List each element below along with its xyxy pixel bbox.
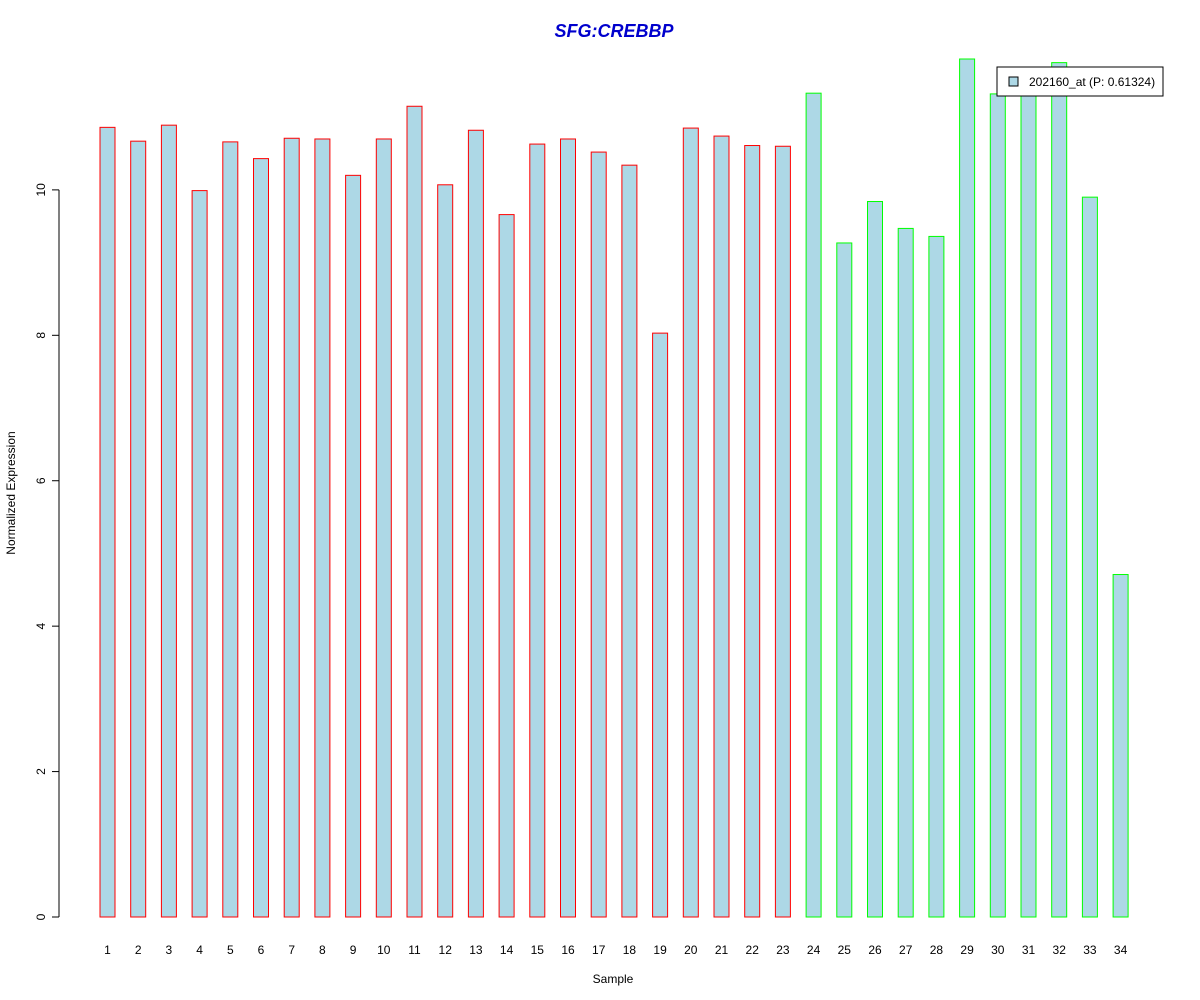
bar-5	[222, 141, 239, 918]
bar-34	[1112, 574, 1129, 918]
x-tick-label: 19	[653, 943, 667, 957]
y-tick-label: 0	[34, 913, 48, 920]
bar-33	[1081, 196, 1098, 918]
x-tick-label: 32	[1053, 943, 1067, 957]
bar-1	[99, 126, 116, 918]
x-tick-label: 2	[135, 943, 142, 957]
x-tick-label: 10	[377, 943, 391, 957]
x-tick-label: 5	[227, 943, 234, 957]
legend-swatch	[1008, 76, 1019, 87]
x-tick-label: 24	[807, 943, 821, 957]
bar-13	[467, 129, 484, 918]
y-tick-label: 8	[34, 332, 48, 339]
x-axis-title: Sample	[593, 972, 634, 986]
bar-23	[774, 145, 791, 918]
bar-22	[744, 145, 761, 918]
x-tick-label: 1	[104, 943, 111, 957]
bar-30	[989, 93, 1006, 918]
bar-3	[160, 124, 177, 918]
bar-26	[867, 201, 883, 918]
x-tick-label: 20	[684, 943, 698, 957]
legend-box	[996, 66, 1164, 97]
y-tick-label: 4	[34, 622, 48, 629]
bar-4	[191, 190, 208, 918]
bars	[99, 58, 1129, 918]
x-tick-label: 3	[166, 943, 173, 957]
bar-24	[805, 92, 822, 918]
x-tick-label: 25	[838, 943, 852, 957]
x-tick-label: 8	[319, 943, 326, 957]
bar-27	[897, 227, 914, 918]
bar-10	[375, 138, 392, 918]
x-tick-label: 33	[1083, 943, 1097, 957]
bar-11	[406, 105, 423, 918]
bar-12	[437, 184, 454, 918]
x-tick-label: 9	[350, 943, 357, 957]
bar-19	[652, 332, 669, 918]
x-tick-label: 34	[1114, 943, 1128, 957]
x-tick-label: 21	[715, 943, 729, 957]
x-tick-label: 6	[258, 943, 265, 957]
legend-label: 202160_at (P: 0.61324)	[1029, 75, 1155, 89]
bar-16	[560, 138, 576, 918]
y-tick-label: 2	[34, 768, 48, 775]
x-tick-label: 30	[991, 943, 1005, 957]
bar-14	[498, 214, 515, 918]
x-tick-label: 26	[868, 943, 882, 957]
bar-31	[1020, 93, 1037, 918]
x-tick-label: 23	[776, 943, 790, 957]
x-tick-label: 7	[288, 943, 295, 957]
x-tick-label: 18	[623, 943, 637, 957]
y-axis: 0 2 4 6 8 10	[34, 183, 60, 920]
bar-21	[713, 135, 730, 918]
chart-title: SFG:CREBBP	[554, 21, 674, 41]
bar-7	[283, 137, 300, 918]
x-tick-label: 12	[439, 943, 453, 957]
bar-8	[314, 138, 331, 918]
bar-6	[253, 158, 269, 918]
bar-18	[621, 164, 638, 918]
bar-20	[682, 127, 699, 918]
x-tick-label: 28	[930, 943, 944, 957]
x-tick-label: 4	[196, 943, 203, 957]
x-tick-label: 31	[1022, 943, 1036, 957]
x-tick-label: 29	[960, 943, 974, 957]
x-tick-label: 17	[592, 943, 606, 957]
bar-28	[928, 235, 945, 918]
y-axis-title: Normalized Expression	[4, 431, 18, 554]
bar-25	[836, 242, 853, 918]
bar-9	[345, 174, 362, 918]
legend: 202160_at (P: 0.61324)	[996, 66, 1164, 97]
x-tick-label: 11	[408, 943, 421, 957]
x-tick-label: 27	[899, 943, 913, 957]
bar-15	[529, 143, 546, 918]
x-tick-label: 14	[500, 943, 514, 957]
x-tick-label: 16	[561, 943, 575, 957]
y-tick-label: 6	[34, 477, 48, 484]
x-tick-label: 15	[531, 943, 545, 957]
y-tick-label: 10	[34, 183, 48, 197]
bar-32	[1051, 62, 1068, 918]
x-tick-labels: 1 2 3 4 5 6 7 8 9 10 11 12 13 14 15 16 17 18 19 20 21 22 23 24 2…	[104, 943, 1127, 957]
bar-29	[959, 58, 976, 918]
x-tick-label: 22	[746, 943, 760, 957]
bar-2	[130, 140, 147, 918]
x-tick-label: 13	[469, 943, 483, 957]
bar-17	[590, 151, 607, 918]
